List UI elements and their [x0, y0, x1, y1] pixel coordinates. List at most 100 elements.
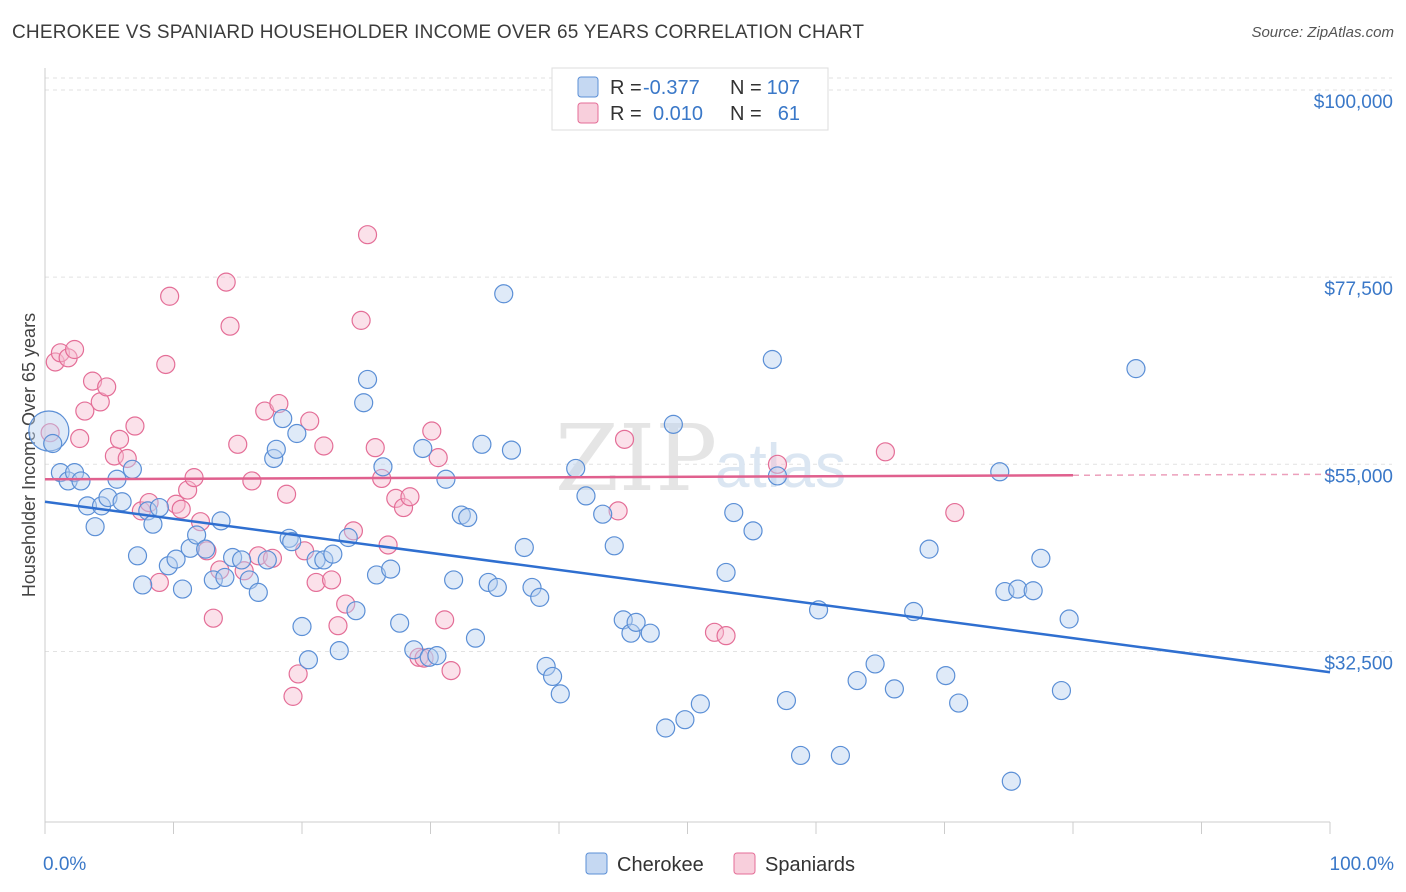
cherokee-point: [306, 550, 326, 570]
legend-swatch-spaniards: [577, 102, 599, 124]
cherokee-point: [458, 507, 478, 528]
cherokee-point: [112, 492, 132, 512]
cherokee-point: [133, 575, 153, 595]
y-tick-label: $32,500: [1324, 653, 1393, 674]
spaniards-point: [117, 448, 137, 469]
cherokee-point: [419, 647, 439, 667]
spaniards-point: [216, 272, 236, 292]
cherokee-point: [287, 423, 307, 444]
spaniards-point: [378, 535, 398, 555]
cherokee-point: [381, 559, 401, 579]
stats-legend: R = -0.377 N = 107 R = 0.010 N = 61: [551, 67, 829, 131]
spaniards-point: [336, 594, 356, 614]
cherokee-point: [273, 408, 293, 429]
cherokee-point: [149, 497, 169, 518]
cherokee-point: [936, 665, 956, 686]
legend-swatch-cherokee: [577, 76, 599, 98]
spaniards-trend-line: [44, 474, 1074, 481]
cherokee-point: [85, 517, 105, 537]
cherokee-trend-line: [44, 500, 1331, 674]
cherokee-point: [566, 458, 586, 479]
cherokee-point: [830, 745, 851, 766]
spaniards-point: [306, 572, 326, 593]
spaniards-point: [428, 448, 448, 468]
cherokee-point: [724, 502, 744, 523]
cherokee-point: [530, 587, 550, 607]
cherokee-points: [28, 284, 1146, 791]
cherokee-point: [716, 562, 736, 583]
cherokee-point: [663, 414, 683, 434]
legend-n-label-1: N =: [730, 77, 762, 99]
cherokee-point: [266, 439, 286, 459]
cherokee-point: [196, 539, 216, 559]
cherokee-point: [593, 504, 613, 524]
spaniards-point: [945, 502, 965, 523]
series-legend-swatch-spaniards: [733, 852, 756, 875]
cherokee-point: [166, 549, 186, 569]
cherokee-point: [1023, 581, 1043, 601]
legend-r-label-1: R =: [610, 77, 642, 99]
spaniards-point: [614, 429, 635, 449]
cherokee-point: [919, 539, 939, 559]
cherokee-point: [621, 623, 641, 643]
spaniards-point: [220, 316, 240, 336]
legend-n-label-2: N =: [730, 103, 762, 125]
y-tick-labels: $32,500 $55,000 $77,500 $100,000: [1314, 92, 1393, 675]
cherokee-point: [865, 654, 885, 674]
spaniards-point: [109, 429, 130, 449]
series-legend-swatch-cherokee: [585, 852, 608, 875]
spaniards-point: [321, 570, 342, 590]
cherokee-point: [282, 532, 302, 552]
spaniards-trend-extension: [1072, 473, 1331, 477]
cherokee-point: [158, 556, 178, 576]
spaniards-point: [82, 371, 103, 391]
legend-r-value-spaniards: 0.010: [653, 103, 703, 125]
spaniards-point: [149, 572, 169, 593]
spaniards-point: [435, 610, 455, 630]
cherokee-point: [550, 684, 570, 704]
spaniards-point: [178, 480, 198, 500]
cherokee-point: [776, 690, 797, 711]
cherokee-point: [1059, 609, 1079, 629]
series-legend-label-spaniards: Spaniards: [765, 854, 855, 876]
cherokee-point: [292, 616, 312, 637]
cherokee-point: [690, 694, 710, 714]
spaniards-point: [328, 616, 348, 636]
cherokee-point: [329, 641, 349, 661]
spaniards-point: [125, 416, 145, 436]
cherokee-point: [1031, 548, 1051, 568]
cherokee-point: [949, 693, 969, 713]
spaniards-point: [314, 436, 334, 456]
cherokee-point: [298, 650, 319, 670]
spaniards-point: [171, 499, 191, 519]
cherokee-point: [172, 579, 193, 599]
spaniards-point: [75, 401, 95, 421]
legend-r-label-2: R =: [610, 103, 642, 125]
cherokee-point: [626, 612, 646, 632]
cherokee-point: [542, 666, 563, 687]
cherokee-point: [884, 679, 904, 699]
legend-n-value-spaniards: 61: [778, 103, 800, 125]
cherokee-point: [790, 745, 811, 766]
spaniards-point: [400, 487, 420, 507]
spaniards-point: [365, 438, 385, 458]
cherokee-point: [427, 646, 447, 666]
spaniards-point: [351, 310, 371, 330]
spaniards-point: [242, 471, 262, 491]
cherokee-point: [472, 434, 492, 454]
cherokee-point: [122, 459, 142, 479]
cherokee-point: [478, 572, 498, 593]
cherokee-point: [487, 577, 507, 598]
watermark-zip: ZIP: [555, 405, 717, 512]
cherokee-point: [436, 469, 456, 489]
spaniards-point: [160, 286, 180, 306]
spaniards-point: [70, 428, 90, 449]
cherokee-point: [127, 546, 148, 566]
cherokee-point: [71, 471, 91, 491]
spaniards-point: [422, 421, 442, 441]
cherokee-point: [404, 640, 424, 660]
cherokee-point: [522, 577, 542, 598]
cherokee-point: [346, 601, 366, 621]
cherokee-point: [248, 582, 268, 603]
source-credit: Source: ZipAtlas.com: [1251, 24, 1394, 41]
